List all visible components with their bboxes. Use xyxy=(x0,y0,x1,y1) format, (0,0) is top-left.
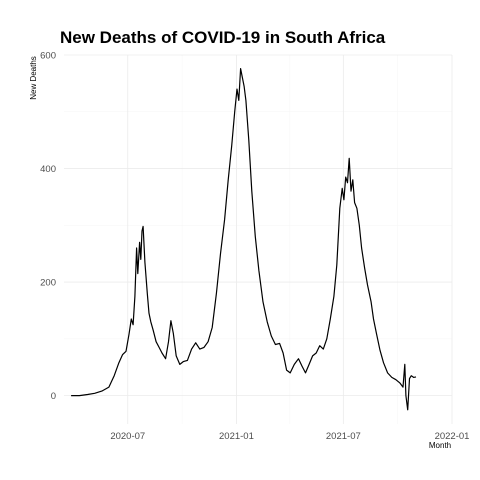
x-tick-labels: 2020-07 2021-01 2021-07 2022-01 xyxy=(110,431,469,442)
y-axis-label: New Deaths xyxy=(29,56,38,100)
x-tick-label: 2021-07 xyxy=(326,431,361,442)
series-line-0 xyxy=(71,69,416,410)
x-tick-label: 2022-01 xyxy=(435,431,470,442)
y-tick-label: 200 xyxy=(40,278,56,289)
y-tick-label: 600 xyxy=(40,51,56,62)
y-tick-labels: 0 200 400 600 xyxy=(40,51,56,403)
y-tick-label: 0 xyxy=(51,391,56,402)
series-layer xyxy=(71,69,416,410)
x-axis-label: Month xyxy=(429,441,451,450)
x-tick-label: 2021-01 xyxy=(219,431,254,442)
chart-title: New Deaths of COVID-19 in South Africa xyxy=(60,28,386,47)
y-tick-label: 400 xyxy=(40,164,56,175)
grid xyxy=(64,55,452,424)
x-tick-label: 2020-07 xyxy=(110,431,145,442)
